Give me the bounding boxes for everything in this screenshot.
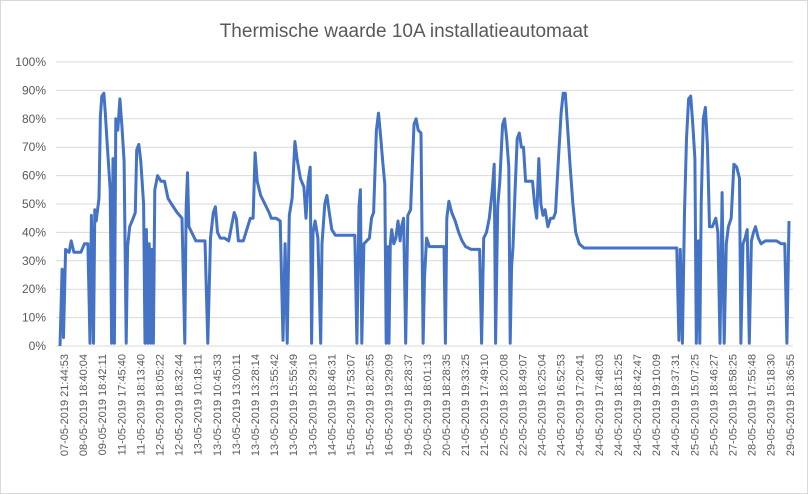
y-tick-label: 40% (22, 225, 46, 239)
x-tick-label: 21-05-2019 19:33:25 (460, 354, 472, 456)
x-tick-label: 24-05-2019 17:20:41 (575, 354, 587, 456)
y-tick-label: 20% (22, 282, 46, 296)
x-tick-label: 22-05-2019 18:49:07 (517, 354, 529, 456)
y-tick-label: 60% (22, 169, 46, 183)
x-tick-label: 24-05-2019 16:25:04 (537, 354, 549, 456)
y-axis-tick-labels: 0% 10% 20% 30% 40% 50% 60% 70% 80% 90% 100% (15, 55, 46, 353)
gridlines (56, 61, 793, 319)
x-tick-label: 25-05-2019 15:07:25 (689, 354, 701, 456)
x-tick-label: 29-05-2019 18:36:55 (785, 354, 797, 456)
x-tick-label: 15-05-2019 18:20:55 (365, 354, 377, 456)
x-tick-label: 11-05-2019 17:45:40 (116, 354, 128, 455)
x-tick-label: 13-05-2019 10:45:33 (212, 354, 224, 456)
x-tick-label: 12-05-2019 18:05:22 (155, 354, 167, 456)
x-tick-label: 15-05-2019 17:53:07 (346, 354, 358, 456)
series-layer (58, 91, 791, 347)
x-tick-label: 13-05-2019 13:28:14 (250, 354, 262, 456)
x-tick-label: 28-05-2019 17:55:48 (747, 354, 759, 456)
x-tick-label: 27-05-2019 18:58:25 (728, 354, 740, 456)
y-tick-label: 0% (29, 339, 47, 353)
x-tick-label: 24-05-2019 17:48:03 (594, 354, 606, 456)
x-axis-tick-labels: 07-05-2019 21:44:53 08-05-2019 18:40:04 09… (59, 354, 797, 456)
x-tick-label: 24-05-2019 16:52:53 (556, 354, 568, 456)
x-tick-label: 16-05-2019 19:29:09 (384, 354, 396, 456)
y-tick-label: 80% (22, 112, 46, 126)
x-tick-label: 13-05-2019 18:29:10 (307, 354, 319, 456)
x-tick-label: 19-05-2019 18:28:37 (403, 354, 415, 456)
x-tick-label: 13-05-2019 13:00:11 (231, 354, 243, 455)
y-tick-label: 90% (22, 83, 46, 97)
y-tick-label: 70% (22, 140, 46, 154)
y-tick-label: 50% (22, 197, 46, 211)
x-tick-label: 07-05-2019 21:44:53 (59, 354, 71, 456)
x-tick-label: 24-05-2019 18:42:47 (632, 354, 644, 456)
x-tick-label: 09-05-2019 18:42:11 (97, 354, 109, 455)
x-tick-label: 12-05-2019 18:32:44 (174, 354, 186, 456)
x-tick-label: 24-05-2019 18:15:25 (613, 354, 625, 456)
chart-title: Thermische waarde 10A installatieautomaa… (220, 21, 589, 42)
x-tick-label: 13-05-2019 13:55:42 (269, 354, 281, 456)
y-tick-label: 100% (15, 55, 46, 69)
x-tick-label: 20-05-2019 18:28:35 (441, 354, 453, 456)
x-tick-label: 21-05-2019 17:49:10 (479, 354, 491, 456)
y-tick-label: 10% (22, 311, 46, 325)
x-tick-label: 13-05-2019 10:18:11 (193, 354, 205, 455)
x-tick-label: 20-05-2019 18:01:13 (422, 354, 434, 456)
y-tick-label: 30% (22, 254, 46, 268)
x-tick-label: 11-05-2019 18:13:40 (135, 354, 147, 455)
x-tick-label: 13-05-2019 15:55:49 (288, 354, 300, 456)
x-tick-label: 24-05-2019 19:10:09 (651, 354, 663, 456)
series-line (58, 91, 791, 347)
x-tick-label: 25-05-2019 18:46:27 (708, 354, 720, 456)
x-tick-label: 14-05-2019 18:46:31 (326, 354, 338, 456)
x-tick-label: 24-05-2019 19:37:31 (670, 354, 682, 456)
x-tick-label: 22-05-2019 18:20:08 (498, 354, 510, 456)
x-tick-label: 29-05-2019 15:18:30 (766, 354, 778, 456)
x-tick-label: 08-05-2019 18:40:04 (78, 354, 90, 456)
